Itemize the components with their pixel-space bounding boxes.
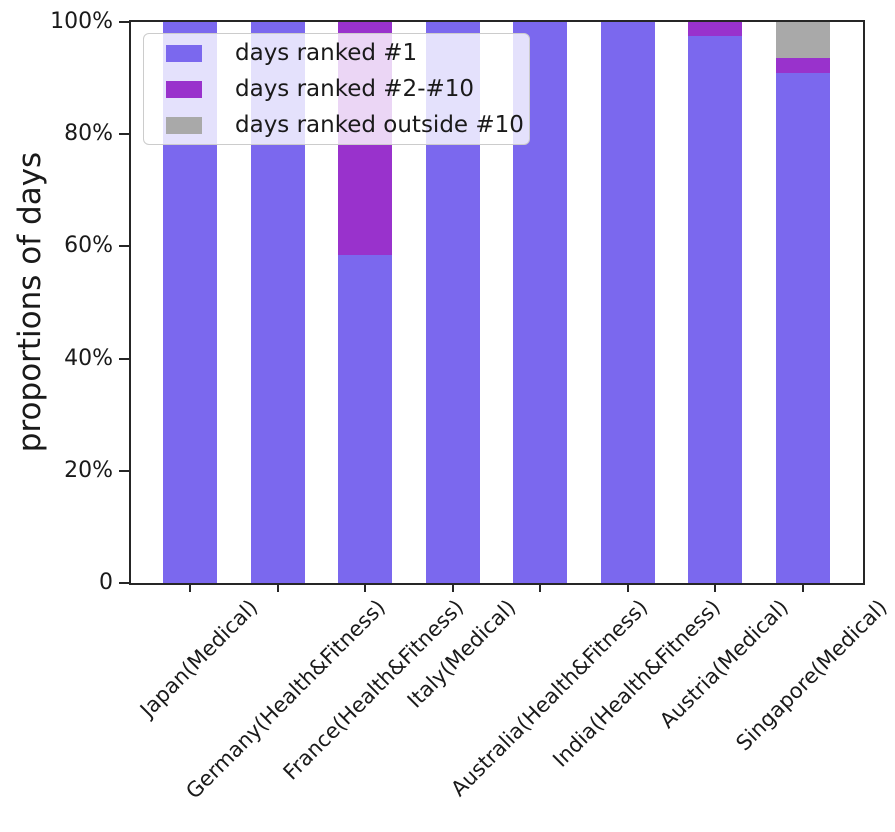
bar-segment (338, 254, 393, 583)
y-tick-mark (119, 245, 129, 248)
legend-swatch (166, 116, 202, 134)
plot-area: days ranked #1 days ranked #2-#10 days ran… (129, 20, 865, 585)
x-tick-mark (364, 583, 367, 592)
y-axis-title: proportions of days (12, 151, 48, 453)
legend-label: days ranked #1 (235, 39, 418, 66)
x-tick-mark (539, 583, 542, 592)
legend-row: days ranked outside #10 (156, 112, 524, 139)
legend-label: days ranked #2-#10 (235, 75, 475, 102)
bar-segment (775, 58, 830, 73)
bar-segment (775, 72, 830, 583)
legend-swatch (166, 80, 202, 98)
y-tick-label: 60% (64, 233, 113, 259)
y-tick-mark (119, 21, 129, 23)
y-tick-mark (119, 133, 129, 136)
x-tick-mark (276, 583, 279, 592)
legend-label: days ranked outside #10 (235, 111, 524, 138)
bar-segment (775, 22, 830, 59)
bar-segment (688, 22, 743, 37)
y-tick-label: 0 (99, 570, 113, 595)
bar-segment (688, 36, 743, 583)
bar-segment (600, 22, 655, 583)
x-tick-mark (451, 583, 454, 592)
legend: days ranked #1 days ranked #2-#10 days ran… (143, 33, 530, 145)
legend-row: days ranked #1 (156, 40, 517, 67)
x-tick-mark (189, 583, 191, 592)
y-tick-mark (119, 357, 129, 360)
x-tick-label: Japan(Medical) (135, 595, 263, 722)
legend-row: days ranked #2-#10 (156, 76, 517, 103)
y-tick-mark (119, 582, 129, 584)
y-tick-label: 80% (64, 121, 113, 147)
y-tick-label: 40% (64, 345, 113, 371)
y-tick-mark (119, 469, 129, 472)
y-tick-label: 100% (50, 9, 113, 34)
legend-swatch (166, 44, 202, 62)
x-tick-mark (801, 583, 804, 592)
x-tick-mark (626, 583, 629, 592)
y-tick-label: 20% (64, 457, 113, 483)
bar (688, 22, 743, 583)
x-tick-mark (714, 583, 717, 592)
bar (600, 22, 655, 583)
bar (775, 22, 830, 583)
